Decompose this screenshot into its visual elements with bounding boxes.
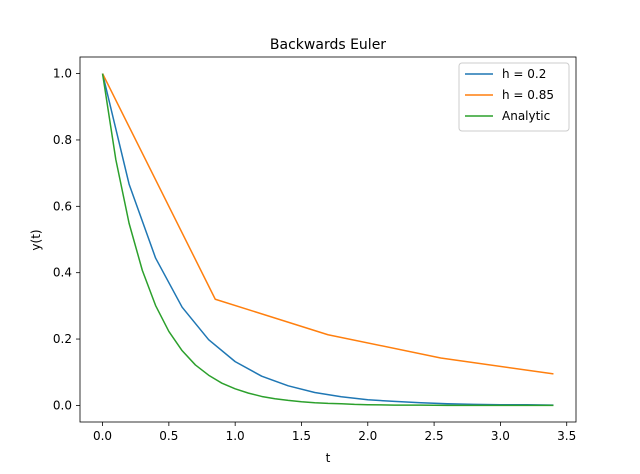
- legend-label-0: h = 0.2: [502, 67, 546, 81]
- y-axis-label: y(t): [29, 229, 43, 250]
- x-tick-label: 0.5: [159, 429, 178, 443]
- chart-title: Backwards Euler: [270, 37, 386, 53]
- series-line-1: [101, 73, 554, 375]
- axes-frame: [79, 56, 577, 423]
- axes-layer: 0.0 0.5 1.0 1.5 2.0 2.5 3.0 3.5 0.0 0.2 0.4 0.6 0.8 1…: [53, 56, 577, 443]
- y-tick-label: 0.6: [53, 199, 72, 213]
- x-axis-label: t: [326, 451, 331, 465]
- y-tick-label: 1.0: [53, 67, 72, 81]
- series-layer: [101, 73, 554, 407]
- legend-label-2: Analytic: [502, 109, 550, 123]
- y-tick-label: 0.4: [53, 266, 72, 280]
- x-tick-label: 1.5: [292, 429, 311, 443]
- x-tick-label: 3.5: [557, 429, 576, 443]
- y-tick-label: 0.2: [53, 332, 72, 346]
- legend: h = 0.2 h = 0.85 Analytic: [458, 62, 570, 132]
- legend-label-1: h = 0.85: [502, 88, 554, 102]
- legend-box: [458, 62, 570, 132]
- y-tick-label: 0.8: [53, 133, 72, 147]
- x-tick-label: 2.5: [425, 429, 444, 443]
- x-tick-label: 3.0: [491, 429, 510, 443]
- x-tick-label: 0.0: [93, 429, 112, 443]
- y-tick-label: 0.0: [53, 398, 72, 412]
- series-line-2: [101, 73, 554, 407]
- x-tick-label: 1.0: [226, 429, 245, 443]
- x-tick-label: 2.0: [358, 429, 377, 443]
- series-line-0: [101, 73, 554, 406]
